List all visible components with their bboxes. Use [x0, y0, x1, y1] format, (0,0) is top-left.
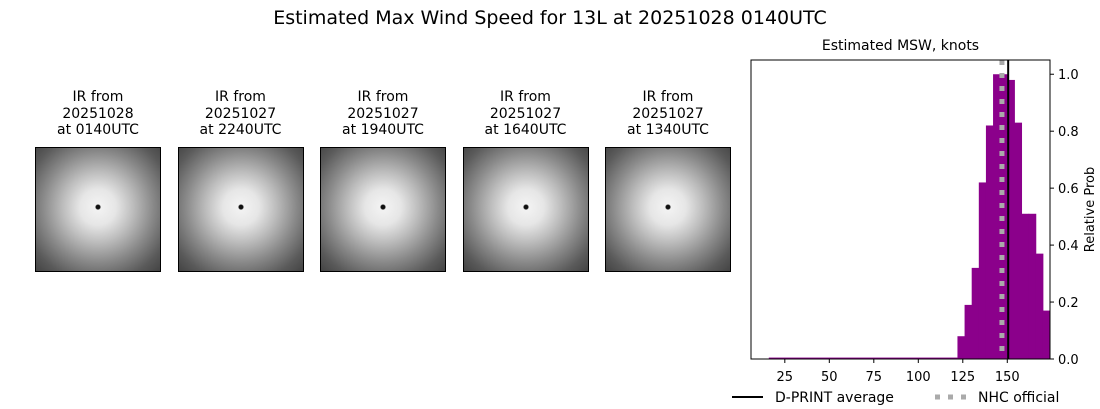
figure-title: Estimated Max Wind Speed for 13L at 2025…	[273, 7, 827, 29]
ir-satellite-image	[177, 147, 304, 272]
x-tick-label: 150	[995, 370, 1020, 385]
panel-label-line: IR from	[642, 89, 694, 105]
histogram-bar	[1028, 213, 1037, 359]
histogram-bar	[1035, 253, 1044, 359]
panel-label-line: IR from	[215, 89, 266, 105]
ir-panel-label: IR from 20251027 at 2240UTC	[178, 89, 304, 139]
panel-label-line: at 1640UTC	[484, 122, 567, 138]
panel-label-line: at 1340UTC	[627, 122, 709, 138]
x-tick-label: 25	[777, 370, 794, 385]
panel-label-line: 20251027	[489, 105, 562, 122]
y-tick-label: 0.0	[1058, 353, 1079, 368]
ir-satellite-image	[462, 147, 589, 272]
plot-frame	[750, 59, 1051, 360]
x-tick-label: 125	[950, 370, 975, 385]
histogram-bar	[957, 336, 966, 359]
histogram-bar	[1014, 122, 1023, 360]
histogram-bar	[1042, 310, 1051, 359]
ir-panel-label: IR from 20251028 at 0140UTC	[35, 89, 161, 139]
panel-label-line: IR from	[357, 89, 409, 105]
panel-label-line: at 0140UTC	[57, 122, 139, 138]
x-tick-label: 100	[906, 370, 931, 385]
ir-panel-label: IR from 20251027 at 1640UTC	[463, 89, 589, 139]
x-tick-label: 50	[821, 370, 838, 385]
legend-dprint-label: D-PRINT average	[775, 390, 894, 406]
y-tick-label: 0.6	[1058, 182, 1079, 197]
y-axis-label: Relative Prob	[1083, 167, 1098, 252]
legend-nhc-label: NHC official	[978, 390, 1059, 406]
panel-label-line: 20251028	[62, 105, 134, 122]
panel-label-line: IR from	[500, 89, 551, 105]
panel-label-line: at 2240UTC	[199, 122, 282, 138]
y-tick-label: 0.8	[1058, 125, 1079, 140]
chart-title: Estimated MSW, knots	[822, 38, 979, 54]
low-range-bar	[768, 357, 958, 359]
panel-label-line: 20251027	[632, 105, 704, 122]
histogram-bar	[993, 74, 1001, 359]
histogram-bar	[978, 182, 987, 359]
histogram-bar	[971, 267, 980, 359]
ir-satellite-image	[605, 147, 731, 272]
histogram-bar	[985, 125, 994, 359]
histogram-bar	[1007, 79, 1015, 359]
ir-satellite-image	[320, 147, 446, 272]
ir-panel-label: IR from 20251027 at 1340UTC	[605, 89, 731, 139]
panel-label-line: IR from	[72, 89, 124, 105]
y-tick-label: 0.2	[1058, 296, 1079, 311]
y-tick-label: 1.0	[1058, 68, 1079, 83]
panel-label-line: 20251027	[347, 105, 419, 122]
ir-panel-label: IR from 20251027 at 1940UTC	[320, 89, 446, 139]
histogram-bar	[964, 304, 973, 359]
y-tick-label: 0.4	[1058, 239, 1079, 254]
ir-satellite-image	[35, 147, 161, 272]
panel-label-line: 20251027	[204, 105, 277, 122]
x-tick-label: 75	[866, 370, 883, 385]
histogram-bar	[1021, 213, 1030, 359]
panel-label-line: at 1940UTC	[342, 122, 424, 138]
